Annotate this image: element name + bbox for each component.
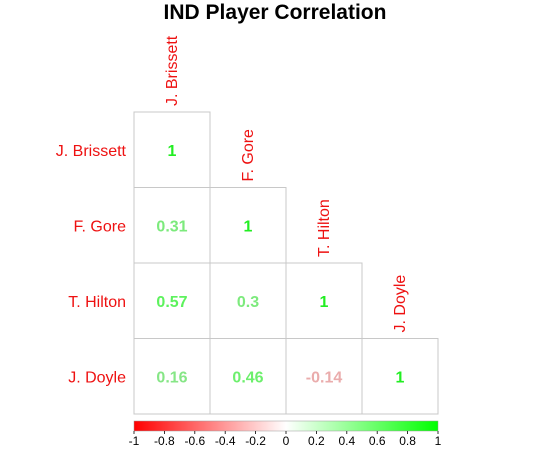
cell-2-2 — [285, 262, 363, 339]
colorbar-tick-label-1: -0.8 — [154, 434, 175, 448]
colorbar: -1 -0.8 -0.6 -0.4 -0.2 0 0.2 0.4 0.6 0.8 1 — [129, 420, 442, 448]
cell-value-1-1: 1 — [244, 218, 253, 235]
row-label-3: J. Doyle — [68, 369, 126, 386]
colorbar-gradient — [133, 420, 439, 432]
colorbar-tick-label-2: -0.6 — [184, 434, 205, 448]
colorbar-tick-label-6: 0.2 — [308, 434, 325, 448]
colorbar-tick-label-4: -0.2 — [245, 434, 266, 448]
cell-value-0-0: 1 — [168, 143, 177, 160]
colorbar-tick-label-3: -0.4 — [215, 434, 236, 448]
cell-3-2 — [285, 338, 363, 415]
cell-2-1 — [209, 262, 287, 339]
column-label-3: J. Doyle — [392, 275, 409, 333]
cell-value-2-1: 0.3 — [237, 294, 259, 311]
row-label-2: T. Hilton — [68, 294, 126, 311]
cell-3-1 — [209, 338, 287, 415]
cell-3-0 — [133, 338, 211, 415]
cell-2-0 — [133, 262, 211, 339]
column-label-0: J. Brissett — [164, 35, 181, 106]
row-label-0: J. Brissett — [56, 143, 127, 160]
cells-layer — [133, 111, 439, 415]
cell-value-3-0: 0.16 — [156, 369, 187, 386]
cell-1-0 — [133, 187, 211, 264]
colorbar-tick-label-9: 0.8 — [399, 434, 416, 448]
column-label-1: F. Gore — [240, 129, 257, 182]
cell-value-2-0: 0.57 — [156, 294, 187, 311]
colorbar-tick-label-5: 0 — [283, 434, 290, 448]
cell-3-3 — [361, 338, 439, 415]
cell-value-1-0: 0.31 — [156, 218, 187, 235]
cell-0-0 — [133, 111, 211, 188]
row-label-1: F. Gore — [74, 218, 127, 235]
colorbar-tick-label-7: 0.4 — [338, 434, 355, 448]
colorbar-tick-label-8: 0.6 — [369, 434, 386, 448]
colorbar-tick-label-10: 1 — [435, 434, 442, 448]
labels-layer: 10.31 10.57 0.3 10.16 0.46 -0.14 1J. BrissettF… — [56, 35, 409, 386]
cell-value-2-2: 1 — [320, 294, 329, 311]
cell-1-1 — [209, 187, 287, 264]
cell-value-3-1: 0.46 — [232, 369, 263, 386]
column-label-2: T. Hilton — [316, 199, 333, 257]
colorbar-tick-label-0: -1 — [129, 434, 140, 448]
chart-title: IND Player Correlation — [164, 1, 387, 24]
cell-value-3-2: -0.14 — [306, 369, 343, 386]
cell-value-3-3: 1 — [396, 369, 405, 386]
